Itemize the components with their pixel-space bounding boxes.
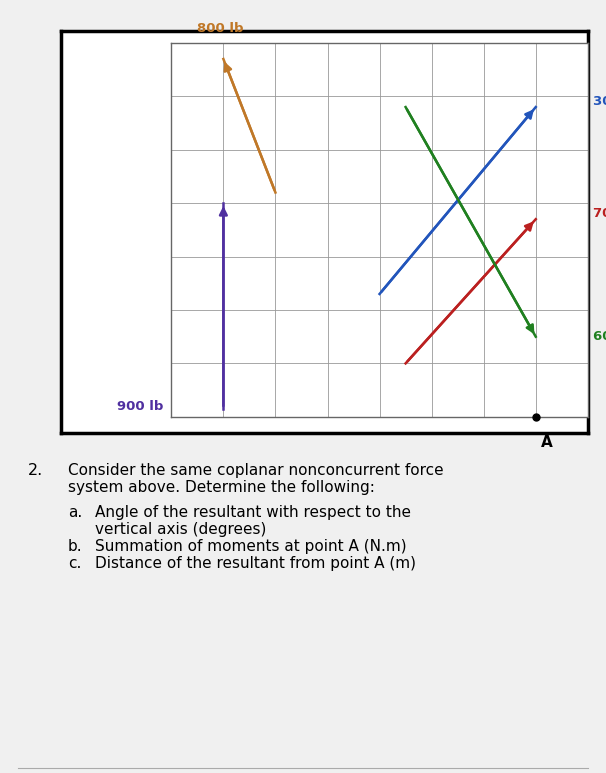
Text: b.: b. [68,540,82,554]
Text: vertical axis (degrees): vertical axis (degrees) [95,523,267,537]
Text: Summation of moments at point A (N.m): Summation of moments at point A (N.m) [95,540,407,554]
Text: c.: c. [68,557,81,571]
Text: system above. Determine the following:: system above. Determine the following: [68,480,375,495]
Text: Consider the same coplanar nonconcurrent force: Consider the same coplanar nonconcurrent… [68,463,444,478]
Text: 3000 N: 3000 N [593,95,606,108]
Text: 700 lb: 700 lb [593,207,606,220]
Text: Angle of the resultant with respect to the: Angle of the resultant with respect to t… [95,506,411,520]
Text: Distance of the resultant from point A (m): Distance of the resultant from point A (… [95,557,416,571]
Text: 900 lb: 900 lb [116,400,163,413]
Text: a.: a. [68,506,82,520]
Text: 600 lb: 600 lb [593,330,606,343]
Text: 2.: 2. [28,463,43,478]
Text: A: A [541,435,553,451]
Text: 800 lb: 800 lb [198,22,244,35]
